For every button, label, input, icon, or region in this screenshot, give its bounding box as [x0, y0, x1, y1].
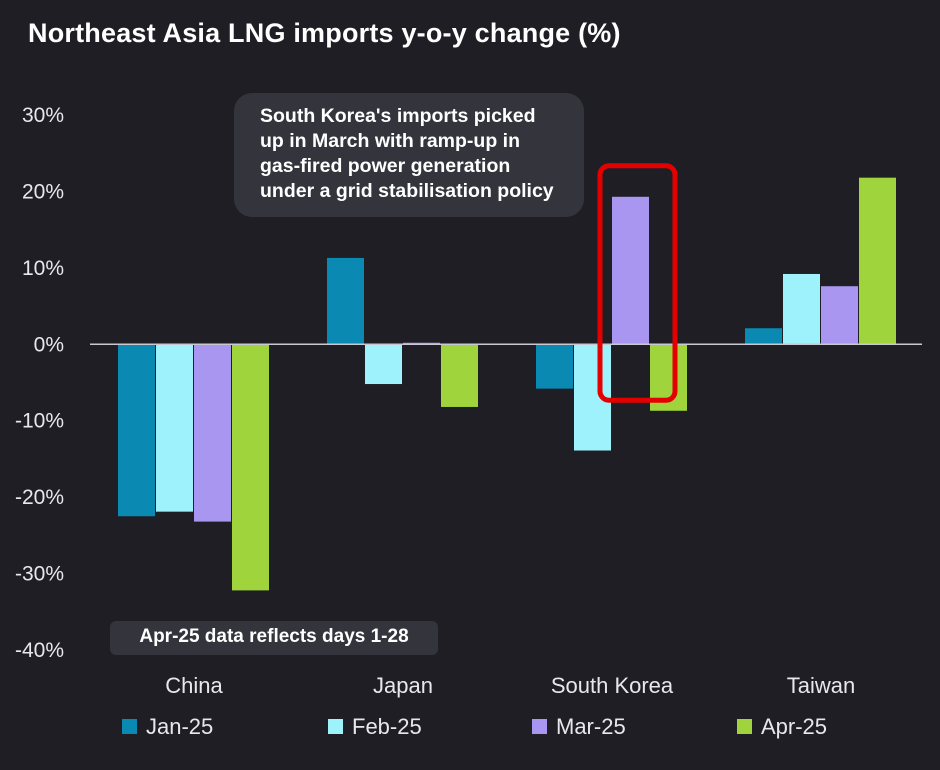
legend-label: Feb-25	[352, 714, 422, 739]
legend-label: Mar-25	[556, 714, 626, 739]
x-axis-categories: China Japan South Korea Taiwan	[165, 673, 855, 698]
bar-taiwan-mar-25	[821, 286, 858, 345]
legend-swatch	[532, 719, 547, 734]
annotation-line: gas-fired power generation	[260, 155, 511, 177]
bar-south-korea-mar-25	[612, 196, 649, 345]
highlight-box	[597, 163, 678, 403]
bar-taiwan-apr-25	[859, 177, 896, 345]
legend: Jan-25 Feb-25 Mar-25 Apr-25	[122, 714, 827, 739]
x-category-label: Taiwan	[787, 673, 855, 698]
annotation-line: up in March with ramp-up in	[260, 130, 520, 152]
legend-swatch	[122, 719, 137, 734]
bar-south-korea-jan-25	[536, 344, 573, 389]
annotation-callout: South Korea's imports picked up in March…	[234, 93, 584, 217]
y-tick-label: 20%	[22, 180, 64, 203]
y-tick-label: -40%	[15, 639, 64, 662]
y-axis-ticks: 30% 20% 10% 0% -10% -20% -30% -40%	[15, 104, 64, 662]
legend-label: Jan-25	[146, 714, 213, 739]
data-note: Apr-25 data reflects days 1-28	[110, 621, 438, 655]
bar-japan-feb-25	[365, 344, 402, 385]
legend-swatch	[737, 719, 752, 734]
legend-label: Apr-25	[761, 714, 827, 739]
legend-swatch	[328, 719, 343, 734]
x-category-label: China	[165, 673, 223, 698]
y-tick-label: -30%	[15, 563, 64, 586]
bar-series	[118, 177, 896, 591]
bar-japan-apr-25	[441, 344, 478, 407]
bar-china-jan-25	[118, 344, 155, 517]
bar-taiwan-jan-25	[745, 328, 782, 345]
y-tick-label: 30%	[22, 104, 64, 127]
annotation-line: South Korea's imports picked	[260, 105, 536, 127]
x-category-label: South Korea	[551, 673, 674, 698]
bar-china-feb-25	[156, 344, 193, 512]
bar-japan-mar-25	[403, 342, 440, 345]
y-tick-label: 10%	[22, 257, 64, 280]
y-tick-label: -10%	[15, 410, 64, 433]
x-category-label: Japan	[373, 673, 433, 698]
bar-japan-jan-25	[327, 257, 364, 345]
highlight-rectangle	[597, 163, 678, 403]
y-tick-label: -20%	[15, 486, 64, 509]
annotation-line: under a grid stabilisation policy	[260, 180, 554, 202]
chart-title: Northeast Asia LNG imports y-o-y change …	[28, 18, 621, 48]
y-tick-label: 0%	[34, 333, 64, 356]
bar-china-apr-25	[232, 344, 269, 591]
bar-china-mar-25	[194, 344, 231, 522]
bar-taiwan-feb-25	[783, 273, 820, 345]
